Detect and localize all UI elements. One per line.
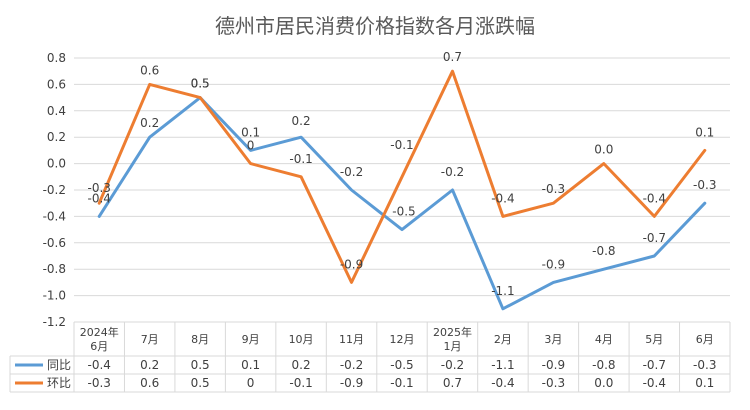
data-label: -0.9	[542, 257, 565, 271]
category-label: 5月	[645, 333, 663, 346]
y-tick-label: -0.8	[43, 262, 66, 276]
y-tick-label: -0.6	[43, 236, 66, 250]
table-cell: -0.4	[491, 376, 514, 390]
table-cell: -0.3	[542, 376, 565, 390]
table-cell: -0.9	[340, 376, 363, 390]
data-label: -0.8	[592, 244, 615, 258]
category-label: 6月	[696, 333, 714, 346]
category-label: 6月	[90, 340, 108, 353]
table-cell: 0.5	[191, 376, 210, 390]
data-label: -0.1	[289, 152, 312, 166]
table-cell: 0.0	[594, 376, 613, 390]
table-cell: -0.1	[390, 376, 413, 390]
data-label: -0.7	[643, 231, 666, 245]
category-label: 2月	[494, 333, 512, 346]
table-cell: 0.2	[140, 358, 159, 372]
table-cell: -0.3	[693, 358, 716, 372]
y-tick-label: 0.6	[47, 77, 66, 91]
category-label: 9月	[242, 333, 260, 346]
table-cell: 0.5	[191, 358, 210, 372]
data-label: -0.5	[392, 205, 415, 219]
table-cell: -0.8	[592, 358, 615, 372]
data-label: 0.1	[241, 125, 260, 139]
data-label: 0.2	[140, 116, 159, 130]
data-label: -0.1	[390, 138, 413, 152]
data-label: 0.7	[443, 50, 462, 64]
table-cell: -0.9	[542, 358, 565, 372]
category-label: 1月	[443, 340, 461, 353]
data-label: -0.9	[340, 257, 363, 271]
y-tick-label: -0.4	[43, 209, 66, 223]
series-line-mom	[97, 69, 707, 284]
table-cell: -0.1	[289, 376, 312, 390]
category-label: 4月	[595, 333, 613, 346]
category-label: 3月	[544, 333, 562, 346]
y-tick-label: 0.4	[47, 104, 66, 118]
category-label: 2025年	[433, 325, 472, 339]
y-tick-label: 0.0	[47, 157, 66, 171]
table-cell: 0.7	[443, 376, 462, 390]
y-tick-label: -0.2	[43, 183, 66, 197]
category-label: 12月	[390, 333, 415, 346]
data-label: -0.4	[491, 191, 514, 205]
data-label: 0.1	[695, 125, 714, 139]
table-cell: -0.4	[643, 376, 666, 390]
y-tick-label: -1.2	[43, 315, 66, 329]
table-cell: 0.2	[292, 358, 311, 372]
category-label: 10月	[289, 333, 314, 346]
data-label: 0.2	[292, 114, 311, 128]
table-cell: 0	[247, 376, 255, 390]
table-cell: -0.3	[88, 376, 111, 390]
data-label: -1.1	[491, 284, 514, 298]
grid	[74, 57, 730, 323]
table-cell: 0.1	[241, 358, 260, 372]
table-cell: 0.6	[140, 376, 159, 390]
y-tick-label: 0.8	[47, 51, 66, 65]
category-label: 8月	[191, 333, 209, 346]
data-label: 0.6	[140, 63, 159, 77]
series-line-yoy	[97, 96, 707, 311]
data-label: -0.3	[693, 178, 716, 192]
series-lines	[97, 69, 707, 311]
table-cell: -0.5	[390, 358, 413, 372]
y-axis-ticks: 0.8 0.6 0.4 0.2 0.0 -0.2 -0.4 -0.6 -0.8 -1.0 -1.2	[43, 51, 66, 329]
data-label: 0.5	[191, 77, 210, 91]
category-label: 2024年	[80, 325, 119, 339]
y-tick-label: -1.0	[43, 289, 66, 303]
y-tick-label: 0.2	[47, 130, 66, 144]
data-label: -0.4	[643, 191, 666, 205]
table-cell: -1.1	[491, 358, 514, 372]
table-cell: -0.7	[643, 358, 666, 372]
category-label: 7月	[141, 333, 159, 346]
data-label: -0.3	[542, 182, 565, 196]
data-label: 0.0	[594, 143, 613, 157]
table-cell: -0.4	[88, 358, 111, 372]
legend-label: 环比	[47, 376, 71, 390]
category-label: 11月	[339, 333, 364, 346]
data-label: 0.5	[191, 77, 210, 91]
chart-title: 德州市居民消费价格指数各月涨跌幅	[215, 14, 535, 38]
legend-label: 同比	[47, 358, 71, 372]
data-label: -0.2	[340, 165, 363, 179]
table-cell: 0.1	[695, 376, 714, 390]
table-cell: -0.2	[441, 358, 464, 372]
data-label: 0	[247, 139, 255, 153]
data-label: -0.4	[88, 191, 111, 205]
data-label: -0.2	[441, 165, 464, 179]
data-label: -0.3	[88, 181, 111, 195]
data-labels: -0.4 0.2 0.5 0.1 0.2 -0.2 -0.5 -0.2 -1.1 -0.9 -0.8…	[88, 50, 717, 298]
table-cell: -0.2	[340, 358, 363, 372]
